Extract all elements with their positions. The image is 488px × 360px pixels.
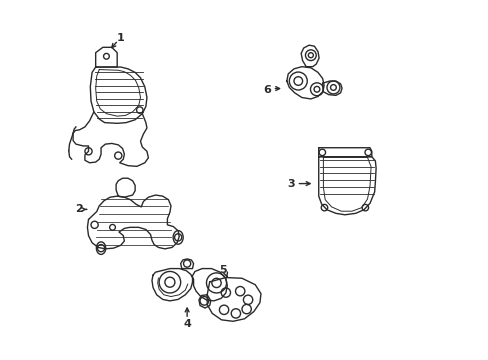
Text: 2: 2: [75, 204, 82, 215]
Text: 1: 1: [117, 33, 124, 43]
Text: 6: 6: [262, 85, 270, 95]
Text: 4: 4: [183, 319, 191, 329]
Text: 3: 3: [287, 179, 294, 189]
Text: 5: 5: [219, 265, 226, 275]
